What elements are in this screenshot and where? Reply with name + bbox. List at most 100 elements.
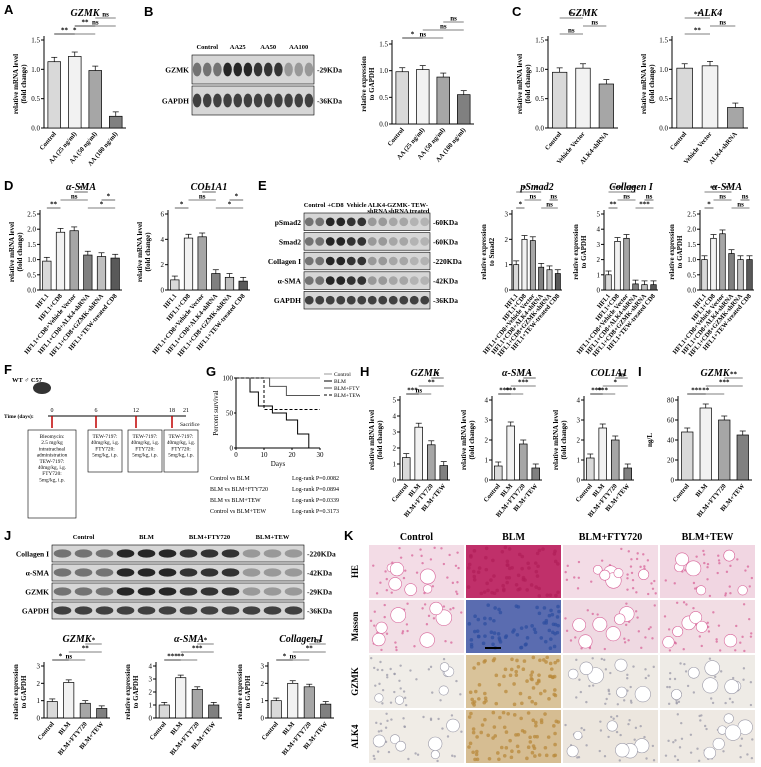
blot-band — [378, 256, 388, 266]
blot-band — [284, 587, 303, 596]
tissue-spot — [432, 617, 436, 620]
blot-band — [179, 587, 198, 596]
x-tick-label: BLM — [281, 721, 296, 737]
tissue-spot — [477, 683, 482, 687]
tissue-spot — [380, 729, 383, 733]
tissue-spot — [552, 644, 557, 649]
y-tick-label: 60 — [667, 417, 675, 425]
blot-strip — [303, 291, 431, 310]
alveolus — [394, 695, 405, 705]
tissue-spot — [383, 615, 386, 619]
y-tick-label: 4 — [149, 663, 153, 671]
tissue-spot — [398, 546, 401, 550]
tissue-spot — [489, 578, 493, 582]
tissue-spot — [467, 622, 472, 626]
tissue-spot — [472, 700, 477, 704]
blot-band — [367, 237, 377, 246]
tissue-spot — [624, 623, 628, 627]
tissue-spot — [654, 592, 657, 595]
histology-column-label: BLM+FTY720 — [579, 532, 642, 543]
histology-image — [466, 710, 561, 763]
blot-band — [74, 606, 93, 615]
sig-label: ns — [450, 15, 457, 23]
tissue-spot — [543, 639, 548, 644]
chart-c-alk4: ALK4 relative mRNA level(fold change) 0.0 0… — [640, 8, 748, 166]
y-tick-label: 0.0 — [659, 125, 668, 133]
mouse-label: WT ♂ C57 — [12, 377, 43, 384]
blot-band — [243, 62, 253, 77]
tissue-spot — [542, 606, 547, 610]
tissue-spot — [488, 616, 493, 621]
bar — [531, 467, 540, 481]
tissue-spot — [712, 611, 715, 614]
lane-label: Control — [304, 202, 326, 209]
tissue-spot — [505, 580, 509, 585]
tissue-spot — [537, 753, 542, 757]
sig-label: * — [73, 27, 77, 35]
tissue-spot — [519, 626, 524, 630]
tissue-spot — [582, 728, 586, 732]
alveolus — [390, 734, 400, 745]
tissue-spot — [739, 756, 742, 759]
chart-h-col1a1: COL1A1 relative mRNA level(fold change) 0 1… — [552, 368, 634, 519]
chart-c-gzmk: GZMK relative mRNA level(fold change) 0.0 0… — [516, 8, 618, 166]
tissue-spot — [415, 571, 419, 574]
tissue-spot — [588, 646, 592, 650]
tissue-spot — [398, 679, 401, 682]
tissue-spot — [549, 608, 553, 613]
histology-column-label: Control — [400, 532, 433, 543]
panel-letter-f: F — [4, 362, 12, 377]
y-axis-label: Percent survival — [212, 390, 220, 435]
alveolus — [723, 549, 736, 562]
tissue-spot — [698, 635, 702, 638]
panel-k-histology: Control BLM BLM+FTY720 BLM+TEW HE Masson GZMK A… — [350, 532, 755, 763]
tissue-spot — [545, 593, 550, 597]
tissue-spot — [553, 731, 557, 736]
tissue-spot — [406, 602, 409, 605]
tissue-spot — [706, 562, 710, 566]
tissue-spot — [598, 749, 601, 753]
sig-label: ns — [419, 31, 426, 39]
blot-strip — [51, 563, 305, 582]
sig-label: *** — [518, 379, 529, 387]
stats-pvalue: Log-rank P=0.0339 — [292, 498, 339, 504]
lane-label: AA25 — [230, 44, 247, 51]
tissue-spot — [509, 755, 514, 760]
alveolus — [419, 632, 435, 648]
bar — [701, 65, 719, 129]
sig-label: ns — [618, 371, 625, 379]
tissue-spot — [529, 583, 534, 587]
blot-band — [242, 587, 261, 596]
tissue-spot — [674, 739, 677, 742]
tissue-spot — [672, 741, 675, 744]
tissue-spot — [640, 646, 643, 650]
y-tick-label: 3 — [485, 417, 489, 425]
tissue-spot — [717, 554, 720, 557]
tissue-spot — [615, 730, 619, 734]
survival-line — [236, 377, 320, 396]
tissue-spot — [742, 603, 746, 606]
tissue-spot — [746, 753, 749, 756]
tissue-spot — [385, 577, 388, 581]
tissue-spot — [375, 592, 379, 595]
blot-band — [409, 295, 419, 305]
y-tick-label: 2 — [261, 680, 265, 688]
tissue-spot — [533, 754, 537, 758]
tissue-spot — [544, 753, 549, 758]
tissue-spot — [649, 626, 652, 629]
x-tick-label: Control — [544, 131, 563, 152]
tissue-spot — [498, 715, 502, 720]
blot-band — [242, 549, 261, 558]
tissue-spot — [575, 696, 578, 699]
tissue-spot — [491, 658, 496, 663]
y-tick-label: 0.0 — [535, 125, 544, 133]
y-tick-label: 0.0 — [27, 287, 36, 295]
chart-a-gzmk: GZMK relative mRNA level(fold change) 0.0 0… — [12, 8, 126, 168]
tissue-spot — [706, 578, 709, 581]
y-tick-label: 3 — [597, 241, 601, 249]
blot-strip — [191, 85, 315, 116]
tissue-spot — [502, 674, 506, 679]
sig-label: ns — [546, 201, 553, 209]
tissue-spot — [651, 587, 655, 590]
tissue-spot — [525, 756, 529, 761]
